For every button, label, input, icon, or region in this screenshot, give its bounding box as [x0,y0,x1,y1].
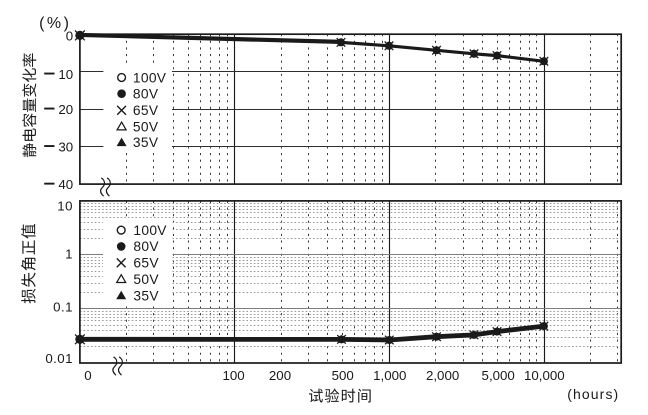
svg-text:50V: 50V [133,272,159,287]
svg-text:80V: 80V [133,239,159,254]
svg-text:30: 30 [58,139,73,154]
svg-text:40: 40 [58,177,73,192]
svg-text:100: 100 [223,368,245,383]
svg-text:20: 20 [58,102,73,117]
svg-text:200: 200 [269,368,291,383]
svg-text:1: 1 [65,246,73,261]
svg-text:10: 10 [58,67,73,82]
svg-text:5,000: 5,000 [482,368,515,383]
svg-text:0.01: 0.01 [45,351,73,366]
svg-text:500: 500 [332,368,354,383]
svg-text:80V: 80V [133,87,159,102]
svg-text:50V: 50V [133,119,159,134]
svg-text:2,000: 2,000 [426,368,459,383]
svg-text:65V: 65V [133,103,159,118]
svg-text:(%): (%) [39,15,71,32]
svg-text:0.1: 0.1 [53,299,73,314]
svg-text:0: 0 [66,29,73,44]
svg-text:35V: 35V [133,135,159,150]
svg-text:10: 10 [57,199,73,214]
svg-text:(hours): (hours) [567,386,619,402]
svg-text:10,000: 10,000 [524,368,565,383]
svg-text:100V: 100V [133,70,167,85]
svg-text:100V: 100V [133,223,167,238]
svg-text:0: 0 [84,368,91,383]
svg-text:65V: 65V [133,256,159,271]
svg-text:1,000: 1,000 [373,368,406,383]
svg-text:35V: 35V [133,288,159,303]
